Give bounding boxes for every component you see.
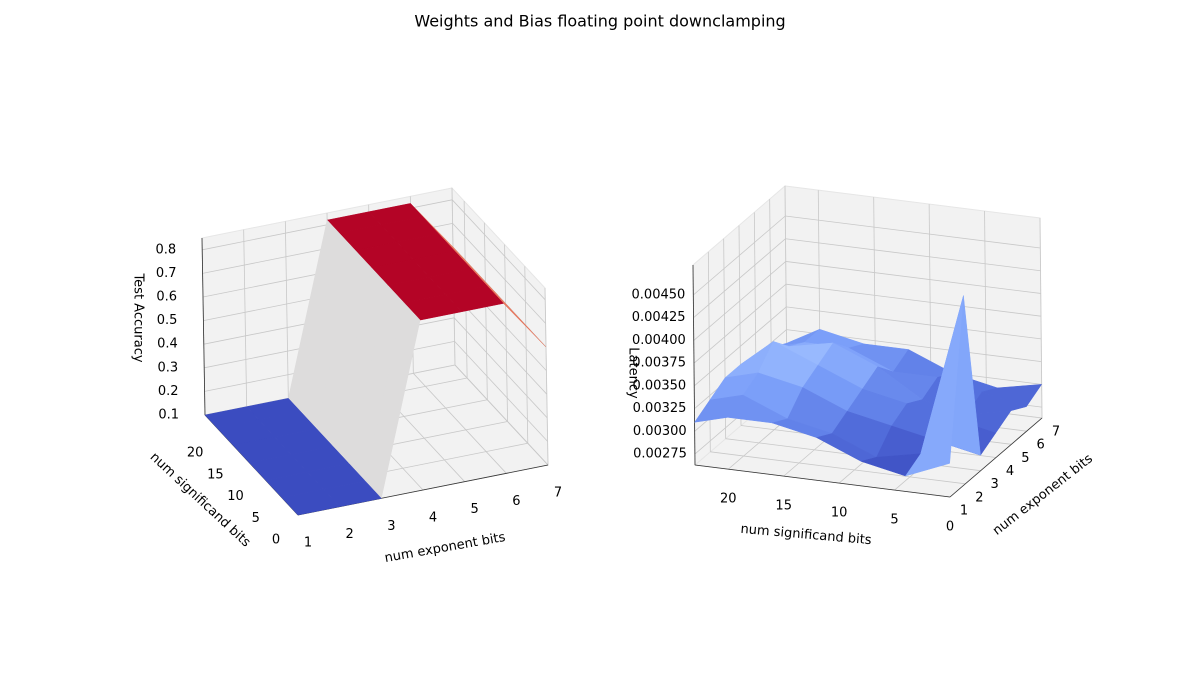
- grid-line: [785, 238, 1041, 272]
- z-axis-line: [692, 264, 696, 466]
- grid-line: [544, 287, 549, 466]
- grid-line: [524, 266, 529, 444]
- x-tick-label: 7: [1052, 425, 1060, 440]
- z-tick-label: 0.00350: [632, 378, 686, 393]
- z-tick-label: 0.2: [158, 384, 179, 399]
- y-tick-label: 10: [227, 489, 244, 504]
- grid-line: [710, 451, 966, 485]
- z-tick-label: 0.4: [157, 337, 178, 352]
- grid-line: [786, 306, 1042, 340]
- grid-line: [504, 244, 508, 422]
- z-tick-label: 0.00300: [633, 424, 687, 439]
- z-tick-label: 0.00275: [633, 447, 687, 462]
- y-tick-label: 15: [207, 467, 224, 482]
- x-tick-label: 4: [1006, 464, 1014, 479]
- z-tick-label: 0.00400: [632, 333, 686, 348]
- grid-line: [454, 341, 548, 442]
- z-tick-label: 0.00425: [632, 310, 686, 325]
- x-tick-label: 2: [975, 490, 983, 505]
- z-tick-label: 0.7: [156, 266, 177, 281]
- surface-face: [904, 295, 964, 477]
- grid-line: [452, 223, 546, 324]
- x-tick-label: 7: [554, 486, 562, 501]
- x-tick-label: 5: [1021, 451, 1029, 466]
- grid-line: [413, 373, 507, 474]
- x-tick-label: 3: [991, 477, 999, 492]
- grid-line: [693, 215, 786, 296]
- z-tick-label: 0.00325: [633, 401, 687, 416]
- x-tick-label: 6: [1037, 438, 1045, 453]
- y-tick-label: 0: [272, 533, 280, 548]
- y-tick-label: 20: [720, 492, 737, 507]
- grid-line: [453, 317, 548, 419]
- z-tick-label: 0.1: [158, 408, 179, 423]
- z-axis-line: [201, 237, 206, 416]
- grid-line: [693, 261, 787, 341]
- grid-line: [693, 306, 787, 387]
- x-axis-label: num exponent bits: [383, 530, 506, 566]
- grid-line: [785, 283, 1042, 317]
- z-tick-label: 0.8: [156, 242, 177, 257]
- subplot: 1234567051015200.002750.003000.003250.00…: [626, 184, 1096, 548]
- z-axis-label: Test Accuracy: [131, 272, 146, 362]
- x-tick-label: 4: [429, 511, 437, 526]
- x-tick-label: 6: [512, 494, 520, 509]
- z-tick-label: 0.00450: [632, 288, 686, 303]
- z-tick-label: 0.3: [158, 360, 179, 375]
- z-tick-label: 0.00375: [632, 356, 686, 371]
- y-tick-label: 15: [775, 499, 792, 514]
- y-axis-label: num significand bits: [740, 522, 872, 548]
- surface-face: [281, 489, 341, 516]
- y-tick-label: 0: [946, 520, 954, 535]
- x-tick-label: 5: [471, 502, 479, 517]
- grid-line: [785, 261, 1041, 294]
- figure-title: Weights and Bias floating point downclam…: [414, 12, 785, 31]
- grid-line: [284, 221, 289, 399]
- y-tick-label: 10: [831, 506, 848, 521]
- grid-line: [454, 364, 549, 466]
- grid-line: [693, 238, 786, 319]
- grid-line: [243, 229, 248, 407]
- z-axis-label: Latency: [626, 347, 641, 399]
- grid-line: [693, 283, 787, 364]
- y-axis-line: [694, 464, 951, 498]
- z-tick-label: 0.5: [157, 313, 178, 328]
- grid-line: [453, 293, 548, 395]
- y-tick-label: 5: [890, 513, 898, 528]
- y-tick-label: 20: [187, 446, 204, 461]
- y-tick-label: 5: [252, 511, 260, 526]
- x-axis-line: [949, 417, 1043, 498]
- grid-line: [483, 222, 488, 400]
- x-tick-label: 2: [346, 527, 354, 542]
- grid-line: [451, 199, 546, 301]
- x-tick-label: 1: [960, 504, 968, 519]
- z-tick-label: 0.6: [156, 290, 177, 305]
- x-tick-label: 3: [387, 519, 395, 534]
- x-tick-label: 1: [304, 536, 312, 551]
- subplot: 1234567051015200.10.20.30.40.50.60.70.8n…: [131, 186, 562, 566]
- grid-line: [785, 215, 1041, 249]
